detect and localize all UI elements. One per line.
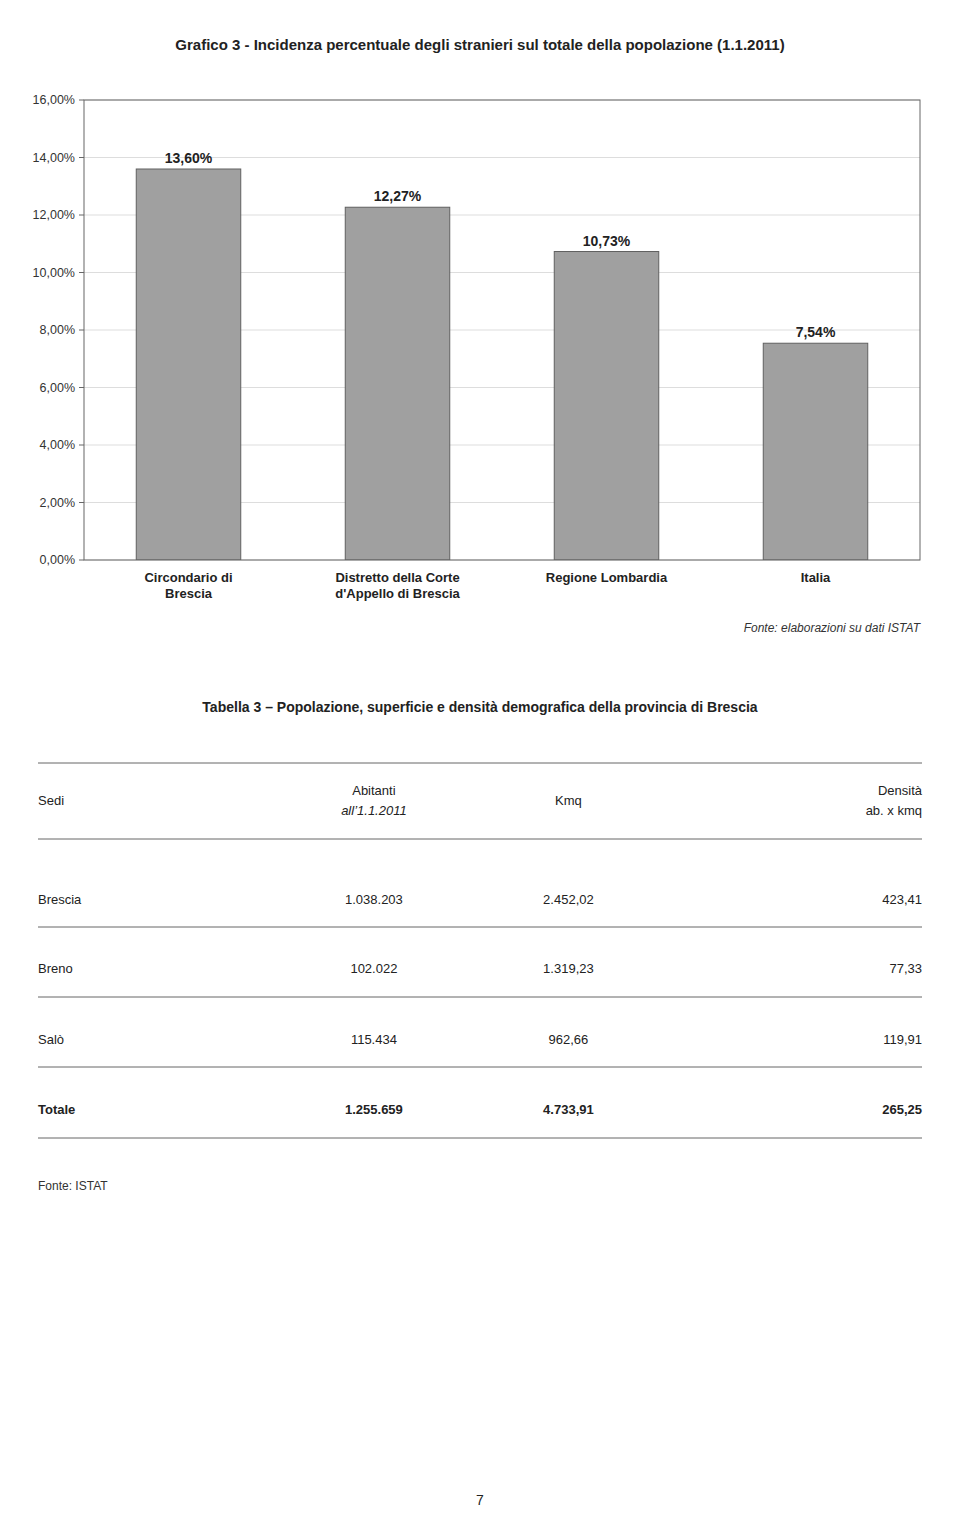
table-header: Sedi: [38, 793, 64, 808]
category-label-line: Distretto della Corte: [335, 570, 459, 585]
data-label: 10,73%: [583, 233, 631, 249]
category-label: Circondario diBrescia: [144, 570, 232, 601]
table-header: ab. x kmq: [866, 803, 922, 818]
table-header: Kmq: [555, 793, 582, 808]
data-labels: 13,60% 12,27% 10,73% 7,54%: [165, 150, 836, 340]
y-tick-label: 14,00%: [33, 151, 75, 165]
table-rule: [38, 1067, 922, 1068]
table-rule: [38, 927, 922, 928]
bar: [136, 169, 241, 560]
bar: [345, 207, 450, 560]
table-header: all’1.1.2011: [341, 803, 407, 818]
table-cell: Brescia: [38, 892, 82, 907]
table-cell: 2.452,02: [543, 892, 594, 907]
y-tick-label: 12,00%: [33, 208, 75, 222]
category-label: Italia: [801, 570, 831, 585]
y-tick: [79, 272, 84, 273]
table-cell: 423,41: [882, 892, 922, 907]
y-tick-label: 0,00%: [40, 553, 75, 567]
bar: [554, 252, 659, 560]
table-rule: [38, 1138, 922, 1139]
x-axis: Circondario diBrescia Distretto della Cor…: [144, 570, 831, 601]
table-cell: Totale: [38, 1102, 75, 1117]
plot-frame: [84, 100, 920, 560]
data-label: 13,60%: [165, 150, 213, 166]
bars: [136, 169, 868, 560]
y-tick: [79, 330, 84, 331]
table-source: Fonte: ISTAT: [38, 1179, 108, 1193]
y-tick: [79, 100, 84, 101]
table-cell: 102.022: [350, 961, 397, 976]
category-label-line: d'Appello di Brescia: [335, 586, 460, 601]
table: Sedi Abitanti all’1.1.2011 Kmq Densità ab. x …: [38, 763, 923, 1138]
table-cell: 119,91: [883, 1032, 922, 1047]
table-cell: 962,66: [549, 1032, 589, 1047]
table-title: Tabella 3 – Popolazione, superficie e de…: [202, 699, 757, 715]
category-label-line: Circondario di: [144, 570, 232, 585]
y-tick: [79, 157, 84, 158]
chart-title: Grafico 3 - Incidenza percentuale degli …: [175, 36, 784, 53]
chart-source: Fonte: elaborazioni su dati ISTAT: [744, 621, 922, 635]
page-number: 7: [476, 1492, 484, 1508]
table-rule: [38, 839, 922, 840]
y-axis: 0,00% 2,00% 4,00% 6,00% 8,00% 10,00% 12,00% 14,…: [33, 93, 920, 567]
table-rule: [38, 997, 922, 998]
table-header: Abitanti: [352, 783, 395, 798]
category-label-line: Italia: [801, 570, 831, 585]
table-cell: 4.733,91: [543, 1102, 594, 1117]
y-tick: [79, 215, 84, 216]
table-cell: 1.319,23: [543, 961, 594, 976]
y-tick-label: 10,00%: [33, 266, 75, 280]
table-cell: 1.038.203: [345, 892, 403, 907]
y-tick-label: 8,00%: [40, 323, 75, 337]
y-tick: [79, 387, 84, 388]
y-tick: [79, 560, 84, 561]
y-tick-label: 16,00%: [33, 93, 75, 107]
category-label-line: Regione Lombardia: [546, 570, 668, 585]
bar: [763, 343, 868, 560]
table-cell: 77,33: [889, 961, 922, 976]
table-header: Densità: [878, 783, 923, 798]
table-cell: 1.255.659: [345, 1102, 403, 1117]
data-label: 12,27%: [374, 188, 422, 204]
y-tick-label: 4,00%: [40, 438, 75, 452]
table-rule: [38, 763, 922, 764]
y-tick-label: 2,00%: [40, 496, 75, 510]
page: Grafico 3 - Incidenza percentuale degli …: [0, 0, 960, 1539]
background: [0, 0, 960, 1539]
data-label: 7,54%: [796, 324, 836, 340]
table-cell: Salò: [38, 1032, 64, 1047]
y-tick: [79, 445, 84, 446]
category-label-line: Brescia: [165, 586, 213, 601]
category-label: Distretto della Corted'Appello di Bresci…: [335, 570, 460, 601]
category-label: Regione Lombardia: [546, 570, 668, 585]
y-tick-label: 6,00%: [40, 381, 75, 395]
table-cell: Breno: [38, 961, 73, 976]
y-tick: [79, 502, 84, 503]
table-cell: 115.434: [351, 1032, 397, 1047]
table-cell: 265,25: [882, 1102, 922, 1117]
